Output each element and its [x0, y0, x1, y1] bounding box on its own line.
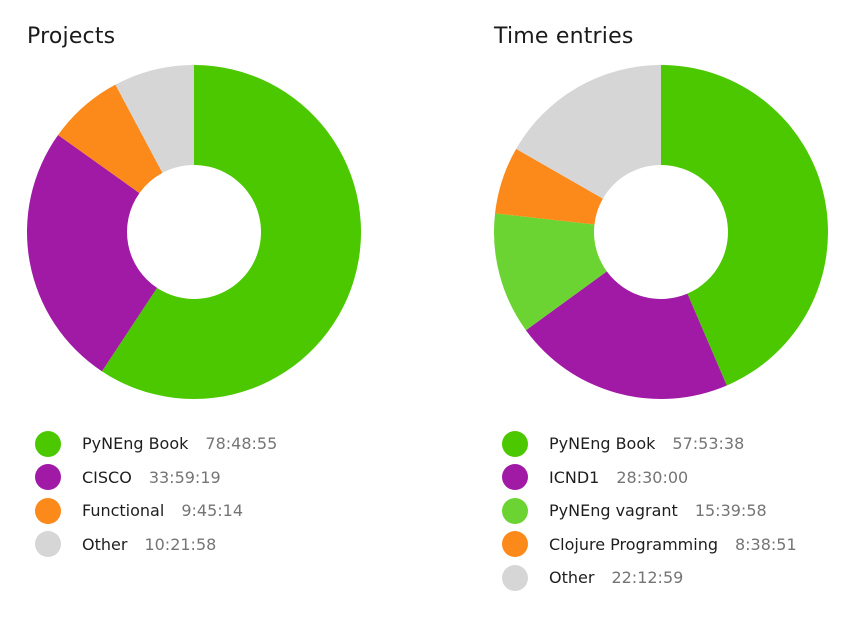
time-entries-legend: PyNEng Book 57:53:38 ICND1 28:30:00 PyNEng v…	[502, 427, 797, 595]
legend-duration: 22:12:59	[611, 568, 684, 588]
legend-swatch	[35, 464, 61, 491]
slice-functional[interactable]	[58, 84, 163, 194]
slice-other[interactable]	[115, 65, 194, 173]
legend-label: ICND1	[549, 467, 600, 487]
slice-pyneng-book[interactable]	[661, 65, 828, 386]
legend-swatch	[502, 564, 528, 591]
legend-item-functional[interactable]: Functional 9:45:14	[35, 494, 277, 528]
projects-donut-chart	[26, 65, 361, 399]
slice-pyneng-vagrant[interactable]	[494, 213, 607, 331]
legend-duration: 33:59:19	[148, 467, 221, 487]
legend-swatch	[502, 464, 528, 491]
slice-icnd1[interactable]	[525, 271, 727, 399]
legend-label: Functional	[82, 501, 165, 521]
time-entries-chart-title: Time entries	[494, 24, 634, 49]
legend-label: Clojure Programming	[549, 534, 718, 554]
legend-swatch	[502, 430, 528, 457]
legend-item-cisco[interactable]: CISCO 33:59:19	[35, 461, 277, 495]
legend-duration: 57:53:38	[672, 434, 745, 454]
legend-item-pyneng-book[interactable]: PyNEng Book 57:53:38	[502, 427, 797, 461]
legend-label: PyNEng Book	[549, 434, 656, 454]
legend-label: Other	[549, 568, 595, 588]
legend-item-icnd1[interactable]: ICND1 28:30:00	[502, 461, 797, 495]
projects-chart-title: Projects	[27, 24, 116, 49]
legend-duration: 10:21:58	[144, 534, 217, 554]
legend-swatch	[35, 497, 61, 524]
slice-other[interactable]	[516, 65, 661, 199]
legend-duration: 28:30:00	[616, 467, 689, 487]
slice-pyneng-book[interactable]	[101, 65, 361, 399]
slice-cisco[interactable]	[26, 135, 158, 372]
legend-duration: 15:39:58	[694, 501, 767, 521]
legend-label: Other	[82, 534, 128, 554]
projects-legend: PyNEng Book 78:48:55 CISCO 33:59:19 Function…	[35, 427, 277, 561]
legend-swatch	[35, 531, 61, 558]
time-entries-panel: Time entries PyNEng Book 57:53:38 ICND1 28:…	[467, 0, 853, 625]
slice-clojure-programming[interactable]	[495, 148, 603, 225]
projects-panel: Projects PyNEng Book 78:48:55 CISCO 33:59:1…	[0, 0, 400, 625]
legend-duration: 8:38:51	[734, 534, 797, 554]
legend-label: PyNEng Book	[82, 434, 189, 454]
legend-label: PyNEng vagrant	[549, 501, 678, 521]
legend-duration: 78:48:55	[205, 434, 278, 454]
legend-swatch	[502, 497, 528, 524]
legend-swatch	[35, 430, 61, 457]
legend-item-other[interactable]: Other 10:21:58	[35, 528, 277, 562]
legend-item-pyneng-vagrant[interactable]: PyNEng vagrant 15:39:58	[502, 494, 797, 528]
legend-swatch	[502, 531, 528, 558]
legend-item-clojure-programming[interactable]: Clojure Programming 8:38:51	[502, 528, 797, 562]
time-entries-donut-chart	[494, 65, 828, 399]
legend-duration: 9:45:14	[181, 501, 243, 521]
legend-item-other[interactable]: Other 22:12:59	[502, 561, 797, 595]
legend-item-pyneng-book[interactable]: PyNEng Book 78:48:55	[35, 427, 277, 461]
legend-label: CISCO	[82, 467, 132, 487]
